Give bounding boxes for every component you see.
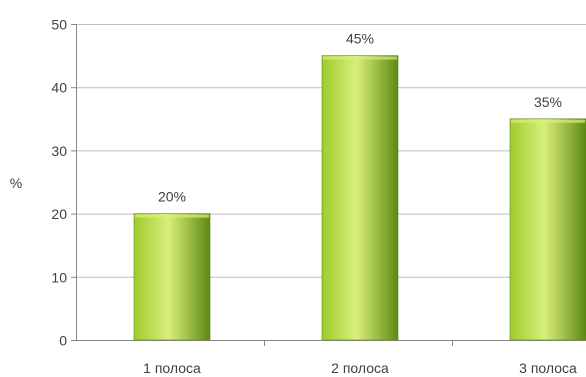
data-label: 20% — [158, 189, 186, 205]
bar-highlight — [511, 119, 585, 123]
data-label: 35% — [534, 94, 562, 110]
y-tick-label: 50 — [51, 17, 67, 33]
category-label: 1 полоса — [143, 360, 201, 376]
y-tick-label: 30 — [51, 143, 67, 159]
category-label: 3 полоса — [519, 360, 577, 376]
y-tick-label: 10 — [51, 269, 67, 285]
bar — [509, 118, 586, 341]
data-labels: 20% 45% 35% — [158, 31, 562, 205]
y-axis-title: % — [10, 175, 22, 191]
y-tick-labels: 0 10 20 30 40 50 — [51, 17, 67, 349]
bars — [133, 55, 586, 341]
axes — [71, 24, 586, 346]
y-tick-label: 0 — [59, 333, 67, 349]
category-labels: 1 полоса 2 полоса 3 полоса — [143, 360, 577, 376]
bar-highlight — [135, 214, 209, 218]
y-tick-label: 40 — [51, 80, 67, 96]
data-label: 45% — [346, 31, 374, 47]
bar-highlight — [323, 56, 397, 60]
bar — [321, 55, 399, 341]
y-tick-label: 20 — [51, 206, 67, 222]
bar — [133, 213, 211, 341]
category-label: 2 полоса — [331, 360, 389, 376]
